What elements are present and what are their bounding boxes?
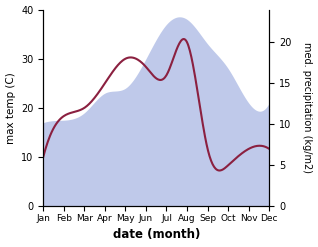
Y-axis label: max temp (C): max temp (C) xyxy=(5,72,16,144)
X-axis label: date (month): date (month) xyxy=(113,228,200,242)
Y-axis label: med. precipitation (kg/m2): med. precipitation (kg/m2) xyxy=(302,42,313,173)
